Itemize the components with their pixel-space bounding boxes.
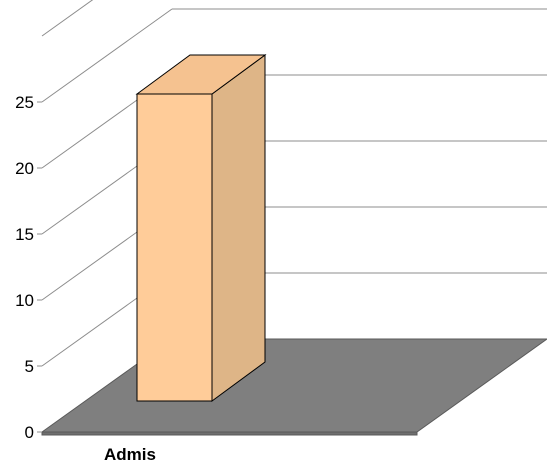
y-tick-label: 10 <box>15 291 34 310</box>
x-axis-categories: Admis <box>104 445 156 463</box>
y-axis-ticks: 0 5 10 15 20 25 <box>15 93 42 442</box>
gridline-diagonal <box>41 0 94 37</box>
gridlines <box>41 0 547 367</box>
category-label: Admis <box>104 445 156 463</box>
chart-floor <box>40 338 547 436</box>
y-tick-label: 15 <box>15 225 34 244</box>
bar-side <box>211 54 266 402</box>
y-tick-label: 5 <box>25 357 34 376</box>
y-tick-label: 25 <box>15 93 34 112</box>
floor-top <box>40 338 547 433</box>
bars <box>135 54 267 402</box>
y-tick-label: 0 <box>25 423 34 442</box>
gridline-diagonal <box>41 8 173 103</box>
floor-front-edge <box>41 431 418 436</box>
y-tick-label: 20 <box>15 159 34 178</box>
bar-front <box>136 93 213 402</box>
